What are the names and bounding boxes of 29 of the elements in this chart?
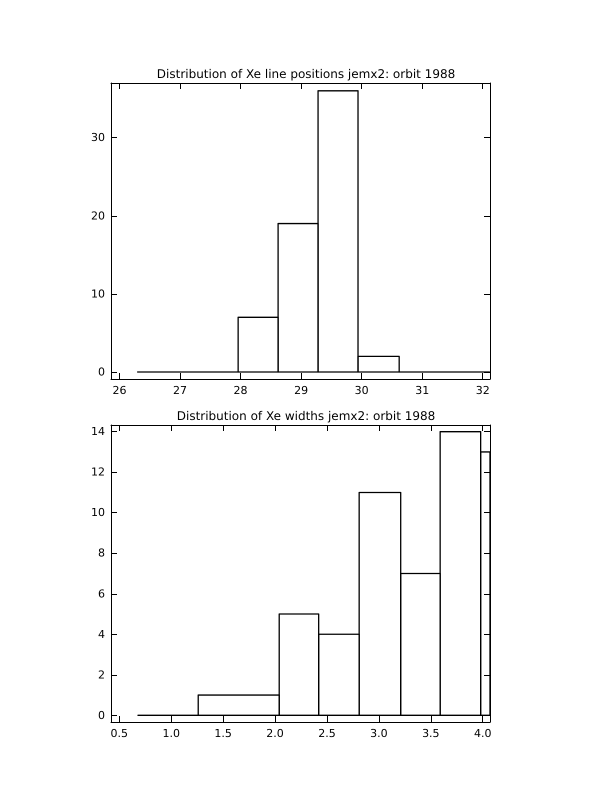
- x-tick-label: 27: [173, 384, 188, 397]
- chart-title: Distribution of Xe widths jemx2: orbit 1988: [176, 409, 436, 423]
- x-tick-label: 4.0: [474, 727, 492, 740]
- y-tick-label: 10: [91, 287, 105, 300]
- y-tick-label: 12: [91, 466, 105, 479]
- y-tick-label: 0: [98, 708, 105, 722]
- y-tick-label: 0: [98, 365, 105, 378]
- chart-title: Distribution of Xe line positions jemx2: orbit 1988: [156, 67, 456, 81]
- y-tick-label: 10: [91, 506, 105, 520]
- x-tick-label: 31: [415, 384, 430, 397]
- y-tick-label: 8: [98, 546, 105, 560]
- x-tick-label: 32: [476, 384, 490, 397]
- x-tick-label: 1.0: [162, 727, 180, 740]
- x-tick-label: 28: [234, 384, 248, 397]
- x-tick-label: 3.0: [370, 727, 388, 740]
- y-tick-label: 14: [91, 425, 105, 438]
- y-tick-label: 20: [91, 209, 105, 222]
- x-tick-label: 1.5: [214, 727, 232, 740]
- y-tick-label: 4: [98, 628, 105, 641]
- x-tick-label: 30: [354, 384, 369, 397]
- y-tick-label: 30: [91, 131, 105, 144]
- x-tick-label: 3.5: [422, 727, 440, 740]
- x-tick-label: 2.5: [318, 727, 336, 740]
- y-tick-label: 2: [98, 668, 105, 682]
- x-tick-label: 26: [112, 384, 126, 397]
- x-tick-label: 2.0: [266, 727, 284, 740]
- x-tick-label: 29: [294, 384, 308, 397]
- x-tick-label: 0.5: [110, 727, 128, 740]
- y-tick-label: 6: [98, 587, 105, 600]
